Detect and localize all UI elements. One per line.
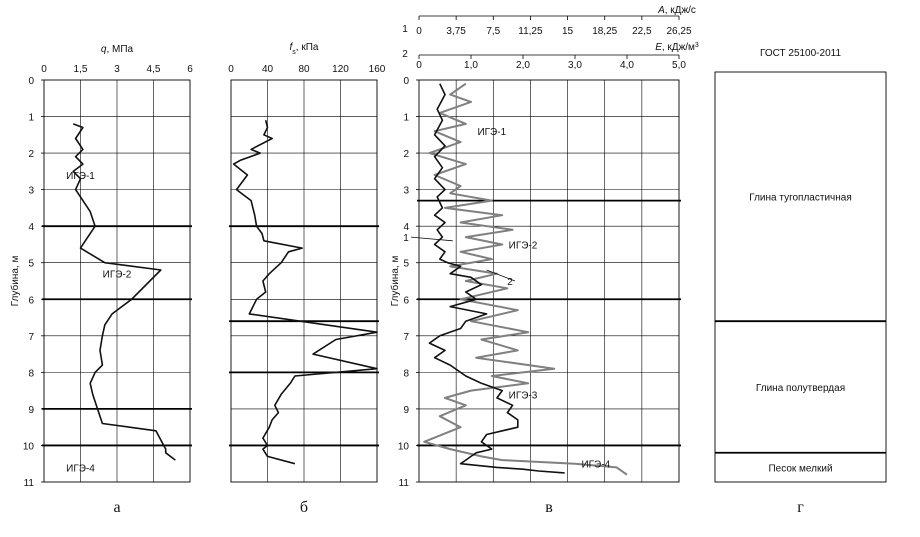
axis1-tick-label: 18,25 [592,26,617,37]
y-tick-label: 0 [403,76,409,87]
axis2-title-part: E [655,42,662,53]
callout-leader [410,236,453,242]
axis1-index: 1 [402,24,408,35]
y-tick-label: 2 [28,149,34,160]
y-tick-label: 11 [399,478,410,489]
panel-caption: в [545,499,553,516]
y-tick-label: 11 [24,478,35,489]
y-tick-label: 4 [28,222,34,233]
q-profile-line [72,123,176,461]
x-axis-title-part: , МПа [106,44,133,55]
layer-name: Глина полутвердая [756,383,845,394]
x-tick-label: 0 [228,64,234,75]
x-axis-title-part: s [292,49,296,56]
x-tick-label: 1,5 [74,64,88,75]
x-tick-label: 0 [41,64,47,75]
callout-label: 2 [507,277,513,288]
y-tick-label: 6 [28,295,34,306]
y-tick-label: 8 [403,368,409,379]
y-tick-label: 10 [398,441,410,452]
axis1-tick-label: 11,25 [518,26,543,37]
layer-column-frame [714,71,887,483]
y-tick-label: 0 [28,76,34,87]
y-tick-label: 5 [28,259,34,270]
axis1-tick-label: 22,5 [632,26,652,37]
x-tick-label: 40 [262,64,274,75]
layer-label: ИГЭ-2 [103,270,132,281]
axis1-tick-label: 7,5 [486,26,500,37]
x-tick-label: 4,5 [147,64,161,75]
layer-label: ИГЭ-4 [581,460,610,471]
axis2-tick-label: 2,0 [516,60,530,71]
callout-label: 1 [403,233,409,244]
fs-profile-line [232,120,378,465]
x-axis-title: fs, кПа [290,42,319,56]
axis1-tick-label: 26,25 [666,26,691,37]
layer-name: Глина тугопластичная [749,193,852,204]
panel-caption: г [797,499,804,516]
axis1-title: A, кДж/с [657,5,696,16]
y-axis-title: Глубина, м [9,256,21,307]
axis1-tick-label: 15 [562,26,574,37]
y-tick-label: 7 [403,332,409,343]
x-axis-title-part: q [101,44,107,55]
y-tick-label: 8 [28,368,34,379]
x-tick-label: 3 [114,64,120,75]
y-tick-label: 3 [403,186,409,197]
panel-caption: б [300,499,308,516]
x-axis-title-part: f [290,42,294,53]
axis2-title-part: , кДж/м [662,42,695,53]
plot-frame-v [418,79,680,483]
axis1-title-part: A [657,5,665,16]
y-tick-label: 4 [403,222,409,233]
layer-label: ИГЭ-4 [66,463,95,474]
axis2-tick-label: 3,0 [568,60,582,71]
y-tick-label: 2 [403,149,409,160]
axis1-tick-label: 3,75 [446,26,466,37]
axis2-title: E, кДж/м3 [655,42,699,54]
y-tick-label: 9 [403,405,409,416]
y-tick-label: 3 [28,186,34,197]
panel-caption: а [113,499,120,516]
y-tick-label: 9 [28,405,34,416]
y-tick-label: 10 [23,441,35,452]
layer-name: Песок мелкий [768,463,832,474]
standard-title: ГОСТ 25100-2011 [760,48,841,59]
x-tick-label: 80 [298,64,310,75]
axis2-tick-label: 5,0 [672,60,686,71]
layer-label: ИГЭ-1 [66,171,95,182]
axis1-title-part: , кДж/с [665,5,696,16]
series-2-line [423,82,628,476]
series-1-line [428,83,565,474]
x-axis-title-part: , кПа [296,42,319,53]
x-tick-label: 6 [187,64,193,75]
layer-label: ИГЭ-3 [509,390,538,401]
axis2-index: 2 [402,49,408,60]
x-tick-label: 160 [369,64,386,75]
y-tick-label: 7 [28,332,34,343]
axis2-tick-label: 1,0 [464,60,478,71]
y-tick-label: 1 [403,113,409,124]
y-axis-title: Глубина, м [389,256,401,307]
x-axis-title: q, МПа [101,44,134,55]
axis2-tick-label: 4,0 [620,60,634,71]
axis2-title-part: 3 [695,42,699,49]
layer-label: ИГЭ-1 [477,127,506,138]
axis1-tick-label: 0 [416,26,422,37]
y-tick-label: 6 [403,295,409,306]
layer-label: ИГЭ-2 [509,240,538,251]
x-tick-label: 120 [332,64,349,75]
axis2-tick-label: 0 [416,60,422,71]
callout-leader [486,269,516,282]
y-tick-label: 1 [28,113,34,124]
y-tick-label: 5 [403,259,409,270]
